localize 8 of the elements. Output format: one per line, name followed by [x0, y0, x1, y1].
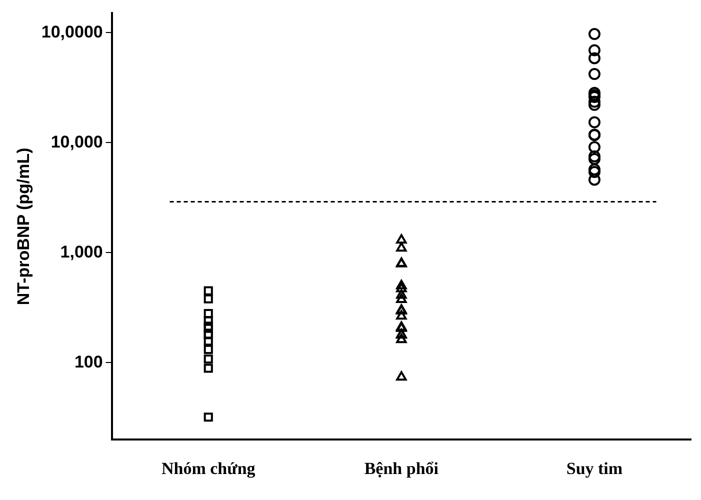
y-tick-label: 10,000 — [50, 132, 103, 152]
y-tick-label: 100 — [74, 352, 103, 372]
y-axis-title: NT-proBNP (pg/mL) — [14, 148, 33, 306]
x-tick-label: Suy tim — [566, 459, 623, 478]
x-tick-label: Nhóm chứng — [161, 459, 256, 478]
y-tick-label: 10,0000 — [41, 22, 103, 42]
y-tick-label: 1,000 — [60, 242, 103, 262]
x-tick-label: Bệnh phổi — [364, 459, 439, 478]
